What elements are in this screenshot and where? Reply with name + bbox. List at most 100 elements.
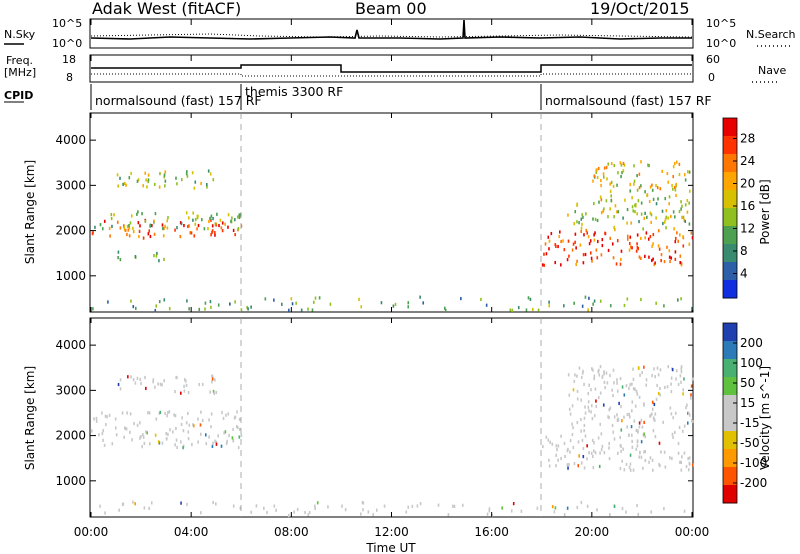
range-gate-cell — [316, 501, 319, 505]
velocity-ylabel: Slant Range [km] — [23, 366, 37, 470]
range-gate-cell — [616, 183, 618, 187]
range-gate-cell — [588, 451, 590, 455]
range-gate-cell — [651, 258, 653, 263]
range-gate-cell — [121, 502, 124, 507]
range-gate-cell — [638, 255, 641, 259]
range-gate-cell — [595, 404, 598, 408]
range-gate-cell — [607, 248, 610, 253]
range-gate-cell — [664, 196, 667, 201]
range-gate-cell — [231, 216, 233, 220]
range-gate-cell — [560, 456, 562, 461]
range-gate-cell — [197, 214, 199, 218]
range-gate-cell — [185, 172, 188, 176]
range-gate-cell — [119, 258, 122, 262]
range-gate-cell — [596, 218, 599, 223]
range-gate-cell — [588, 242, 591, 246]
range-gate-cell — [273, 298, 275, 302]
colorbar-swatch — [723, 136, 737, 155]
range-gate-cell — [122, 182, 124, 186]
xtick-label: 04:00 — [174, 525, 209, 539]
range-gate-cell — [657, 373, 660, 377]
range-gate-cell — [576, 505, 579, 510]
range-gate-cell — [134, 306, 137, 311]
range-gate-cell — [580, 229, 582, 234]
range-gate-cell — [660, 258, 662, 263]
range-gate-cell — [653, 417, 655, 421]
range-gate-cell — [155, 417, 158, 421]
range-gate-cell — [651, 412, 653, 416]
range-gate-cell — [236, 425, 239, 430]
range-gate-cell — [654, 435, 657, 439]
range-gate-cell — [140, 381, 142, 386]
range-gate-cell — [194, 222, 197, 226]
range-gate-cell — [360, 512, 362, 516]
range-gate-cell — [592, 465, 595, 470]
range-gate-cell — [675, 160, 678, 164]
range-gate-cell — [573, 222, 576, 226]
range-gate-cell — [573, 379, 576, 384]
range-gate-cell — [582, 446, 585, 451]
nsky-trace — [90, 19, 692, 40]
range-gate-cell — [211, 229, 214, 233]
range-gate-cell — [634, 210, 636, 214]
range-gate-cell — [139, 436, 141, 440]
range-gate-cell — [550, 231, 553, 236]
range-gate-cell — [226, 439, 228, 444]
range-gate-cell — [602, 403, 605, 407]
range-gate-cell — [680, 468, 683, 472]
range-gate-cell — [644, 254, 646, 258]
range-gate-cell — [600, 183, 602, 188]
range-gate-cell — [584, 405, 586, 409]
range-gate-cell — [197, 417, 199, 421]
range-gate-cell — [634, 203, 636, 207]
range-gate-cell — [211, 230, 213, 235]
range-gate-cell — [188, 307, 190, 311]
range-gate-cell — [167, 432, 169, 436]
range-gate-cell — [566, 449, 569, 453]
range-gate-cell — [646, 215, 648, 219]
range-gate-cell — [206, 185, 208, 189]
range-gate-cell — [99, 223, 102, 227]
range-gate-cell — [683, 424, 686, 428]
range-gate-cell — [553, 510, 556, 514]
range-gate-cell — [618, 401, 620, 406]
range-gate-cell — [621, 419, 623, 423]
range-gate-cell — [653, 263, 655, 267]
range-gate-cell — [593, 374, 596, 378]
range-gate-cell — [187, 430, 190, 434]
range-gate-cell — [677, 382, 680, 387]
cpid-segment-0: normalsound (fast) 157 RF — [95, 93, 262, 108]
range-gate-cell — [174, 414, 177, 418]
range-gate-cell — [580, 226, 583, 230]
range-gate-cell — [555, 453, 557, 457]
range-gate-cell — [159, 410, 162, 414]
range-gate-cell — [111, 442, 114, 446]
range-gate-cell — [588, 409, 590, 413]
range-gate-cell — [650, 510, 652, 514]
range-gate-cell — [219, 218, 222, 222]
range-gate-cell — [264, 297, 267, 301]
range-gate-cell — [200, 181, 202, 186]
range-gate-cell — [636, 173, 638, 178]
colorbar-swatch — [723, 118, 737, 137]
range-gate-cell — [548, 464, 551, 468]
range-gate-cell — [569, 450, 571, 454]
range-gate-cell — [125, 183, 127, 187]
range-gate-cell — [187, 216, 190, 220]
range-gate-cell — [175, 426, 177, 431]
range-gate-cell — [153, 253, 155, 258]
range-gate-cell — [560, 434, 562, 438]
range-gate-cell — [313, 504, 316, 508]
range-gate-cell — [156, 251, 158, 256]
range-gate-cell — [126, 232, 128, 237]
range-gate-cell — [447, 513, 450, 517]
range-gate-cell — [683, 218, 686, 222]
range-gate-cell — [107, 300, 109, 304]
range-gate-cell — [636, 242, 638, 246]
range-gate-cell — [152, 378, 155, 382]
range-gate-cell — [544, 242, 547, 246]
range-gate-cell — [187, 390, 190, 395]
range-gate-cell — [147, 232, 150, 236]
range-gate-cell — [148, 229, 151, 233]
range-gate-cell — [603, 451, 606, 455]
